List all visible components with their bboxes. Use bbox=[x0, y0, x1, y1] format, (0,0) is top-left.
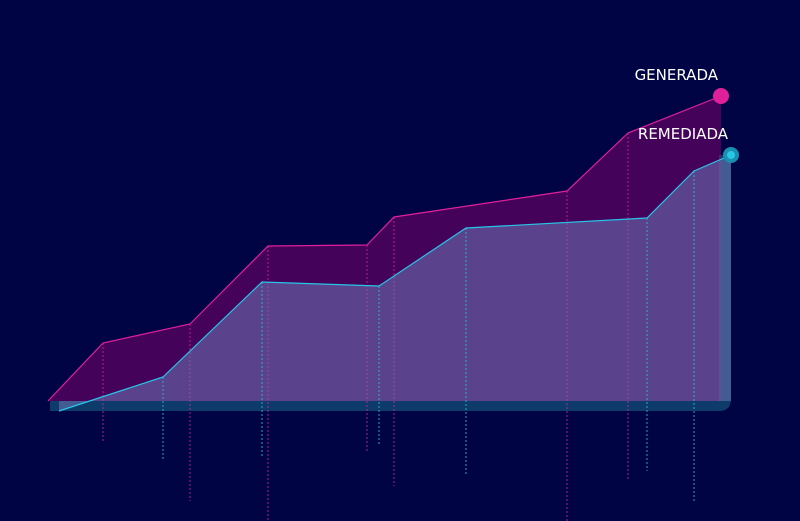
end-marker-core bbox=[727, 151, 735, 159]
line bbox=[47, 95, 722, 402]
line bbox=[58, 154, 732, 412]
series-label: REMEDIADA bbox=[638, 125, 729, 143]
series-label: GENERADA bbox=[635, 66, 719, 84]
end-marker bbox=[713, 88, 729, 104]
area bbox=[59, 155, 731, 411]
